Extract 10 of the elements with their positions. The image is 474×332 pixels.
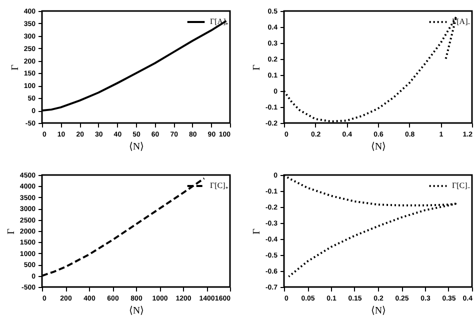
y-axis-title: Γ <box>251 64 262 70</box>
y-axis-title: Γ <box>10 64 21 70</box>
x-axis-title: ⟨N⟩ <box>370 142 386 152</box>
y-axis-title: Γ <box>6 228 17 234</box>
y-axis-title: Γ <box>251 228 262 234</box>
legend-label: Γ[C]₊ <box>210 181 228 190</box>
legend-label: Γ[C]₋ <box>452 181 470 190</box>
x-axis-title: ⟨N⟩ <box>370 306 386 316</box>
x-axis-title: ⟨N⟩ <box>128 142 144 152</box>
x-axis-title: ⟨N⟩ <box>128 306 144 316</box>
